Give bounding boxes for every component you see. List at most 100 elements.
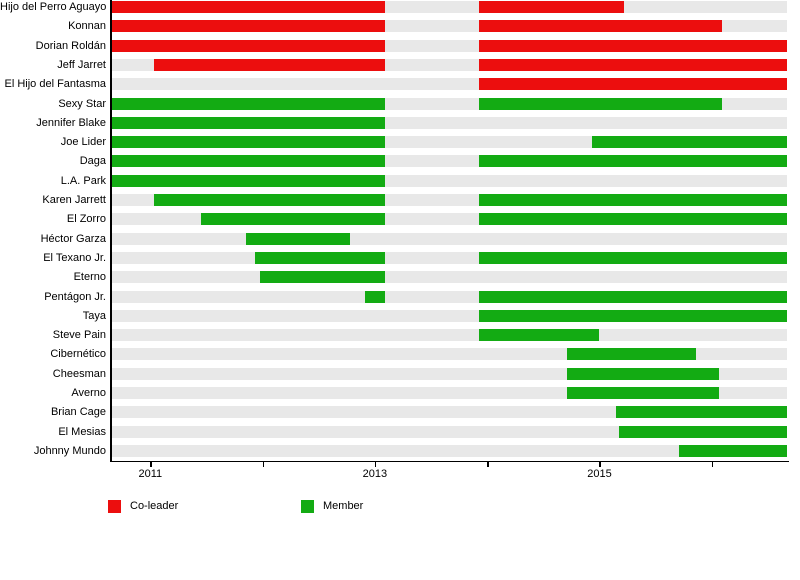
- row-label: Daga: [79, 155, 106, 168]
- bar-segment-co-leader: [111, 1, 385, 13]
- member-color-swatch: [301, 499, 314, 513]
- row-track: [111, 251, 787, 264]
- bar-segment-member: [479, 97, 722, 110]
- bar-segment-co-leader: [479, 1, 625, 13]
- row-track: [111, 348, 787, 361]
- x-axis-line: [110, 460, 789, 462]
- legend-label-co-leader: Co-leader: [130, 500, 179, 512]
- row-track: [111, 58, 787, 71]
- row-label: Héctor Garza: [40, 232, 106, 245]
- legend-item-member: Member: [301, 499, 363, 513]
- row-label: Cibernético: [50, 348, 106, 361]
- row-label: El Mesias: [58, 425, 106, 438]
- row-label: Joe Lider: [60, 136, 106, 149]
- bar-segment-member: [679, 444, 787, 457]
- bar-segment-member: [479, 155, 787, 168]
- bar-segment-member: [479, 194, 787, 206]
- bar-segment-member: [245, 232, 351, 245]
- row-track: [111, 425, 787, 438]
- row-track: [111, 213, 787, 226]
- bar-segment-member: [479, 290, 787, 303]
- axis-tick-label: 2015: [587, 468, 612, 480]
- bar-segment-member: [479, 213, 787, 226]
- row-track: [111, 387, 787, 399]
- row-label: Steve Pain: [52, 329, 106, 342]
- bar-segment-member: [616, 406, 787, 419]
- row-label: El Hijo del Fantasma: [4, 78, 107, 91]
- bar-segment-co-leader: [479, 58, 787, 71]
- bar-segment-member: [254, 251, 385, 264]
- row-track: [111, 367, 787, 380]
- row-label: El Texano Jr.: [43, 251, 106, 264]
- co-leader-color-swatch: [108, 499, 121, 513]
- bar-segment-co-leader: [111, 39, 385, 52]
- row-label: Brian Cage: [50, 406, 106, 419]
- row-track: [111, 1, 787, 13]
- y-axis-line: [110, 0, 112, 462]
- axis-tick: [711, 462, 714, 467]
- axis-tick: [262, 462, 265, 467]
- axis-tick: [374, 462, 377, 467]
- row-label: Averno: [71, 387, 106, 399]
- bar-segment-co-leader: [479, 20, 722, 33]
- bar-segment-member: [479, 309, 787, 322]
- bar-segment-member: [111, 174, 385, 187]
- legend-item-co-leader: Co-leader: [108, 499, 178, 513]
- row-track: [111, 444, 787, 457]
- row-label: El Zorro: [66, 213, 106, 226]
- bar-segment-member: [364, 290, 385, 303]
- row-label: Konnan: [68, 20, 106, 33]
- row-track: [111, 20, 787, 33]
- row-label: L.A. Park: [60, 174, 106, 187]
- row-track: [111, 97, 787, 110]
- bar-segment-member: [618, 425, 787, 438]
- bar-segment-member: [566, 387, 719, 399]
- bar-segment-member: [111, 155, 385, 168]
- bar-segment-member: [479, 329, 600, 342]
- row-label: Sexy Star: [58, 97, 106, 110]
- row-label: Cheesman: [52, 367, 106, 380]
- bar-segment-co-leader: [479, 78, 787, 91]
- bar-segment-member: [111, 136, 385, 149]
- row-label: Eterno: [73, 271, 106, 284]
- row-track: [111, 329, 787, 342]
- bar-segment-co-leader: [153, 58, 385, 71]
- row-label: Dorian Roldán: [35, 39, 106, 52]
- bar-segment-member: [260, 271, 385, 284]
- bar-segment-member: [479, 251, 787, 264]
- row-track: [111, 232, 787, 245]
- axis-tick-label: 2013: [362, 468, 388, 480]
- axis-tick: [487, 462, 489, 467]
- row-track: [111, 174, 787, 187]
- bar-segment-member: [111, 116, 385, 129]
- row-track: [111, 78, 787, 91]
- row-label: Karen Jarrett: [42, 194, 106, 206]
- row-track: [111, 290, 787, 303]
- bar-segment-member: [591, 136, 787, 149]
- row-label: Jeff Jarret: [57, 58, 106, 71]
- bar-segment-co-leader: [111, 20, 385, 33]
- bar-segment-member: [153, 194, 385, 206]
- row-track: [111, 39, 787, 52]
- axis-tick-label: 2011: [138, 468, 163, 480]
- row-label: Johnny Mundo: [33, 444, 106, 457]
- axis-tick: [150, 462, 152, 467]
- bar-segment-member: [200, 213, 385, 226]
- bar-segment-co-leader: [479, 39, 787, 52]
- row-track: [111, 194, 787, 206]
- bar-segment-member: [111, 97, 385, 110]
- row-label: Jennifer Blake: [36, 116, 106, 129]
- row-label: Hijo del Perro Aguayo: [0, 1, 107, 13]
- row-label: Pentágon Jr.: [44, 290, 106, 303]
- row-track: [111, 136, 787, 149]
- row-track: [111, 271, 787, 284]
- row-track: [111, 309, 787, 322]
- legend-label-member: Member: [323, 500, 364, 512]
- row-track: [111, 155, 787, 168]
- bar-segment-member: [566, 348, 697, 361]
- bar-segment-member: [566, 367, 719, 380]
- axis-tick: [599, 462, 601, 467]
- row-track: [111, 406, 787, 419]
- row-label: Taya: [82, 309, 106, 322]
